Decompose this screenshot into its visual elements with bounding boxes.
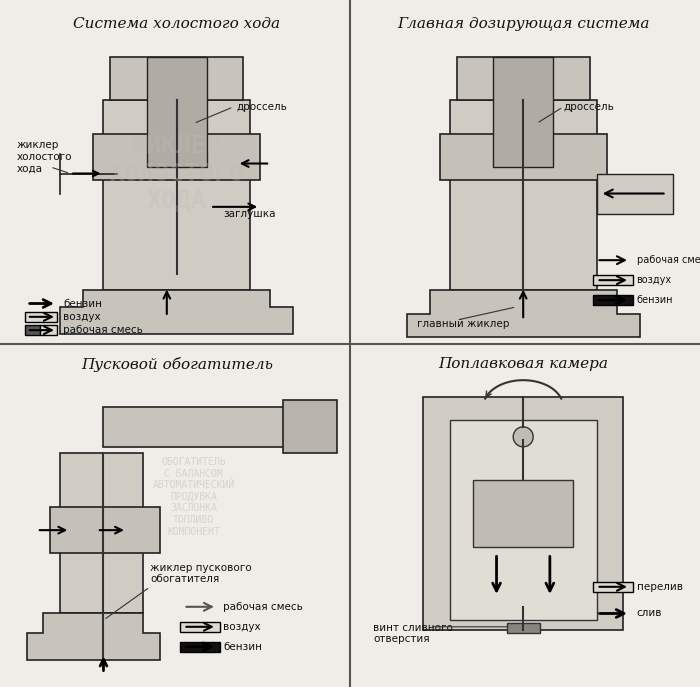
Bar xyxy=(25,325,40,335)
Polygon shape xyxy=(456,57,590,100)
Text: дроссель: дроссель xyxy=(237,102,288,112)
Polygon shape xyxy=(473,480,573,547)
Bar xyxy=(180,642,220,652)
Polygon shape xyxy=(104,100,250,290)
Text: воздух: воздух xyxy=(64,312,101,322)
Text: рабочая смесь: рабочая смесь xyxy=(223,602,303,612)
Polygon shape xyxy=(110,57,244,100)
Polygon shape xyxy=(60,290,293,333)
Polygon shape xyxy=(494,57,553,167)
Text: перелив: перелив xyxy=(636,582,682,592)
Text: бензин: бензин xyxy=(64,299,102,308)
Bar xyxy=(593,275,634,285)
Text: слив: слив xyxy=(636,609,662,618)
Polygon shape xyxy=(50,507,160,554)
Polygon shape xyxy=(596,174,673,214)
Circle shape xyxy=(513,427,533,447)
Polygon shape xyxy=(27,613,160,660)
Polygon shape xyxy=(507,624,540,633)
Text: дроссель: дроссель xyxy=(564,102,614,112)
Text: Система холостого хода: Система холостого хода xyxy=(74,17,281,31)
Bar xyxy=(593,295,634,305)
Bar xyxy=(25,312,57,322)
Text: ОБОГАТИТЕЛЬ
С БАЛАНСОМ
АВТОМАТИЧЕСКИЙ
ПРОДУВКА
ЗАСЛОНКА
ТОПЛИВО
КОМПОНЕНТ: ОБОГАТИТЕЛЬ С БАЛАНСОМ АВТОМАТИЧЕСКИЙ ПР… xyxy=(153,457,234,537)
Bar xyxy=(40,325,57,335)
Text: заглушка: заглушка xyxy=(223,209,276,218)
Polygon shape xyxy=(407,290,640,337)
Text: Пусковой обогатитель: Пусковой обогатитель xyxy=(81,357,273,372)
Polygon shape xyxy=(94,133,260,180)
Text: винт сливного
отверстия: винт сливного отверстия xyxy=(373,622,453,644)
Text: воздух: воздух xyxy=(636,275,671,285)
Text: ЖИКЛЕР
ХОЛОСТОГО
ХОДА: ЖИКЛЕР ХОЛОСТОГО ХОДА xyxy=(109,134,244,214)
Polygon shape xyxy=(104,407,327,447)
Polygon shape xyxy=(450,100,596,290)
Text: бензин: бензин xyxy=(636,295,673,305)
Text: рабочая смесь: рабочая смесь xyxy=(64,325,144,335)
Text: Поплавковая камера: Поплавковая камера xyxy=(438,357,608,371)
Polygon shape xyxy=(147,57,206,167)
Polygon shape xyxy=(440,133,606,180)
Text: жиклер пускового
обогатителя: жиклер пускового обогатителя xyxy=(150,563,252,584)
Text: бензин: бензин xyxy=(223,642,262,652)
Polygon shape xyxy=(450,420,596,620)
Polygon shape xyxy=(424,397,623,630)
Text: воздух: воздух xyxy=(223,622,261,632)
Bar xyxy=(593,582,634,592)
Text: главный жиклер: главный жиклер xyxy=(416,319,509,328)
Text: рабочая смесь: рабочая смесь xyxy=(636,255,700,265)
Polygon shape xyxy=(284,400,337,453)
Bar xyxy=(180,622,220,632)
Text: Главная дозирующая система: Главная дозирующая система xyxy=(397,17,650,31)
Polygon shape xyxy=(60,453,144,613)
Text: жиклер
холостого
хода: жиклер холостого хода xyxy=(17,140,72,173)
